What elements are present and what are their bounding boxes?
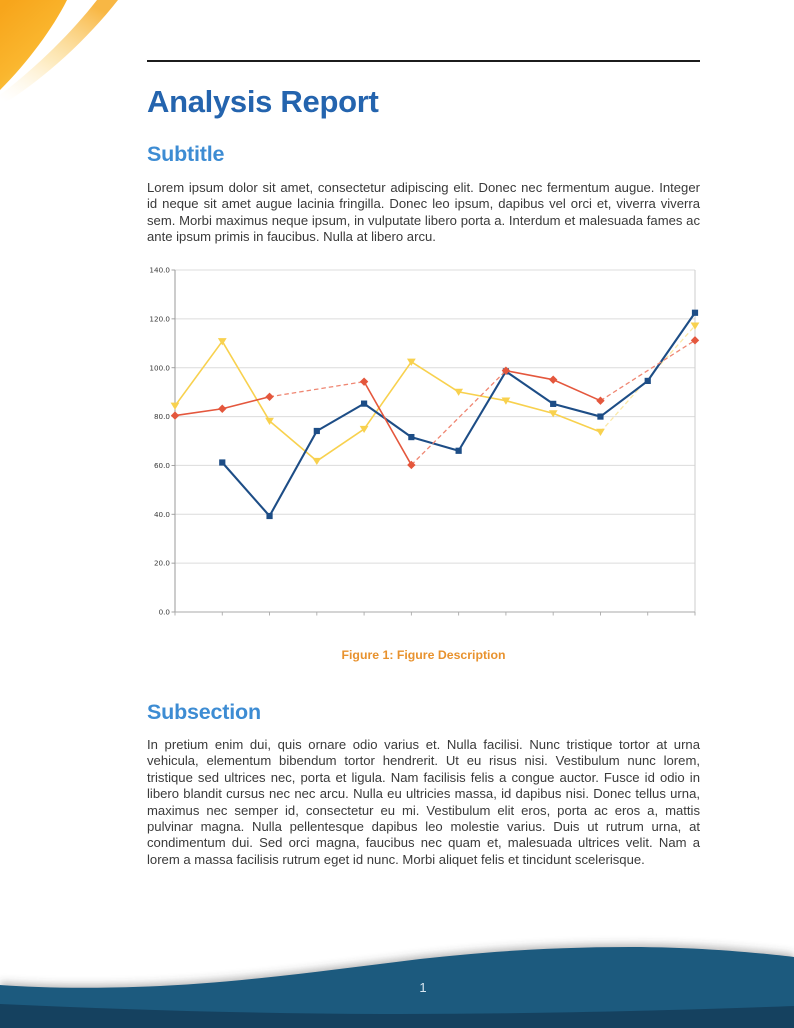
- swoosh-front-layer: [0, 0, 67, 90]
- paragraph-subtitle: Lorem ipsum dolor sit amet, consectetur …: [147, 180, 700, 245]
- footer: 1: [0, 900, 794, 1028]
- page-title: Analysis Report: [147, 84, 379, 119]
- section-heading-subsection: Subsection: [147, 700, 261, 724]
- svg-text:0.0: 0.0: [159, 608, 171, 617]
- paragraph-subsection: In pretium enim dui, quis ornare odio va…: [147, 737, 700, 867]
- figure-caption-label: Figure 1:: [341, 648, 394, 662]
- svg-text:20.0: 20.0: [154, 559, 170, 568]
- figure-chart: 0.0 20.0 40.0 60.0 80.0 100.0 120.0 140.0: [149, 266, 700, 617]
- svg-text:60.0: 60.0: [154, 461, 170, 470]
- figure-caption: Figure 1: Figure Description: [147, 648, 700, 662]
- section-heading-subtitle: Subtitle: [147, 142, 225, 166]
- title-rule: [147, 60, 700, 62]
- svg-text:140.0: 140.0: [149, 266, 170, 275]
- footer-wave-dark-band: [0, 1004, 794, 1028]
- svg-text:40.0: 40.0: [154, 510, 170, 519]
- figure-1: 0.0 20.0 40.0 60.0 80.0 100.0 120.0 140.0: [147, 260, 700, 620]
- corner-swoosh-decoration: [0, 0, 118, 106]
- svg-text:80.0: 80.0: [154, 412, 170, 421]
- page-number: 1: [419, 980, 427, 995]
- svg-text:120.0: 120.0: [149, 314, 170, 323]
- figure-caption-text: Figure Description: [396, 648, 506, 662]
- footer-wave-decoration: [0, 947, 794, 1028]
- svg-text:100.0: 100.0: [149, 363, 170, 372]
- footer-wave-main: [0, 947, 794, 1028]
